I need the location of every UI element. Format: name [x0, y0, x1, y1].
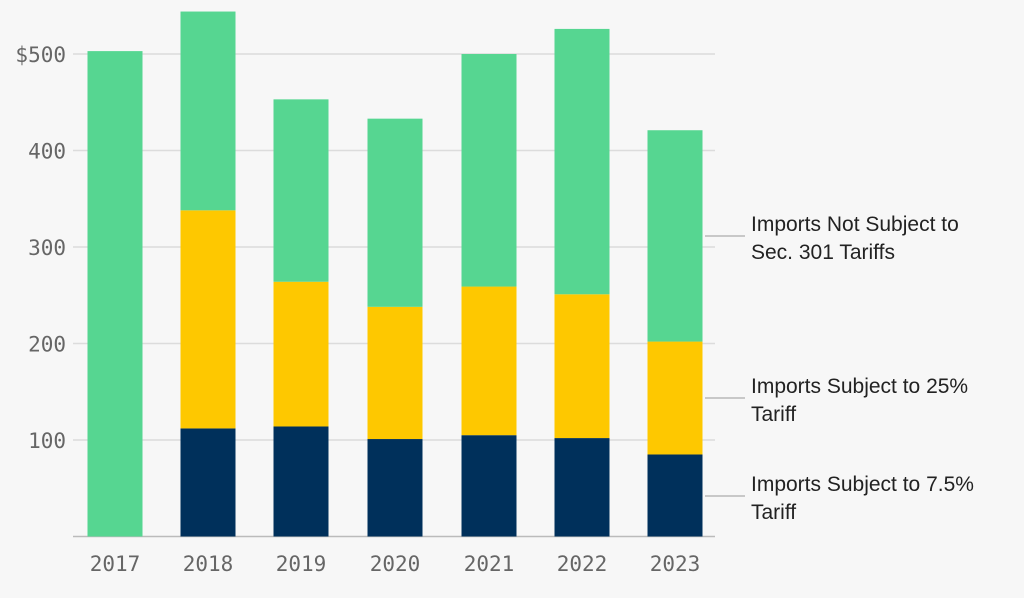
- legend-label: Tariff: [751, 403, 796, 426]
- bar-segment-2017-series-2: [87, 51, 143, 537]
- bar-segment-2023-series-2: [647, 130, 703, 342]
- legend-label: Imports Subject to 7.5%: [751, 473, 974, 496]
- bar-segment-2022-series-2: [554, 28, 610, 295]
- x-tick-label: 2019: [276, 552, 327, 576]
- y-tick-label: 100: [28, 429, 66, 453]
- bar-segment-2019-series-0: [273, 426, 329, 537]
- bar-segment-2021-series-2: [461, 54, 517, 287]
- bar-segment-2022-series-1: [554, 294, 610, 439]
- x-tick-label: 2020: [370, 552, 421, 576]
- x-tick-label: 2023: [650, 552, 701, 576]
- legend-label: Imports Subject to 25%: [751, 375, 968, 398]
- bar-segment-2019-series-1: [273, 281, 329, 427]
- legend-label: Imports Not Subject to: [751, 213, 959, 236]
- bar-segment-2019-series-2: [273, 99, 329, 282]
- y-tick-label: 300: [28, 236, 66, 260]
- legend-label: Tariff: [751, 501, 796, 524]
- bar-segment-2020-series-0: [367, 439, 423, 537]
- x-tick-label: 2017: [90, 552, 141, 576]
- bar-segment-2023-series-1: [647, 341, 703, 455]
- bar-segment-2022-series-0: [554, 438, 610, 537]
- y-tick-label: 400: [28, 140, 66, 164]
- y-tick-label: $500: [15, 43, 66, 67]
- bar-segment-2021-series-1: [461, 286, 517, 436]
- x-tick-label: 2022: [557, 552, 608, 576]
- legend-label: Sec. 301 Tariffs: [751, 241, 895, 264]
- bar-segment-2020-series-1: [367, 306, 423, 440]
- x-tick-label: 2021: [464, 552, 515, 576]
- bar-segment-2021-series-0: [461, 435, 517, 537]
- bar-segment-2018-series-2: [180, 11, 236, 211]
- bar-segment-2023-series-0: [647, 454, 703, 537]
- y-tick-label: 200: [28, 333, 66, 357]
- bar-segment-2018-series-1: [180, 210, 236, 429]
- bar-segment-2018-series-0: [180, 428, 236, 537]
- bar-segment-2020-series-2: [367, 118, 423, 307]
- x-tick-label: 2018: [183, 552, 234, 576]
